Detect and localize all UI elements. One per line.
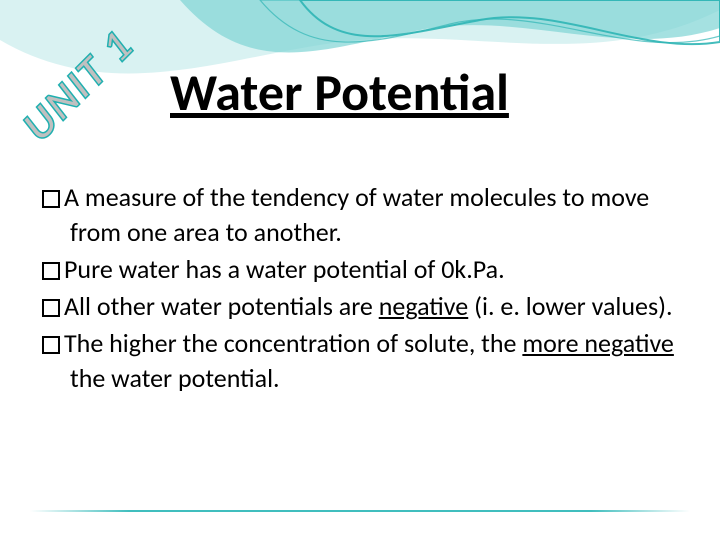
bullet-item: A measure of the tendency of water molec…	[42, 180, 678, 250]
bullet-text-segment: All other water potentials are	[64, 290, 379, 322]
page-title: Water Potential	[170, 60, 509, 124]
square-bullet-icon	[42, 336, 60, 354]
square-bullet-icon	[42, 262, 60, 280]
bullet-item: The higher the concentration of solute, …	[42, 326, 678, 396]
unit-label: UNIT 1 UNIT 1	[11, 18, 145, 152]
bullet-item: Pure water has a water potential of 0k.P…	[42, 252, 678, 287]
bullet-text-segment: (i. e. lower values).	[468, 290, 672, 322]
bullet-text-segment: the water potential.	[70, 362, 280, 394]
bullet-item: All other water potentials are negative …	[42, 289, 678, 324]
body-text: A measure of the tendency of water molec…	[42, 180, 678, 399]
bullet-text-segment: Pure water has a water potential of 0k.P…	[64, 253, 505, 285]
footer-divider	[30, 510, 690, 512]
bullet-text-segment: negative	[379, 290, 468, 322]
bullet-text-segment: A measure of the tendency of water molec…	[64, 181, 649, 248]
bullet-text-segment: more negative	[522, 327, 674, 359]
unit-label-stroke: UNIT 1	[11, 18, 145, 152]
square-bullet-icon	[42, 190, 60, 208]
square-bullet-icon	[42, 299, 60, 317]
bullet-text-segment: The higher the concentration of solute, …	[64, 327, 522, 359]
